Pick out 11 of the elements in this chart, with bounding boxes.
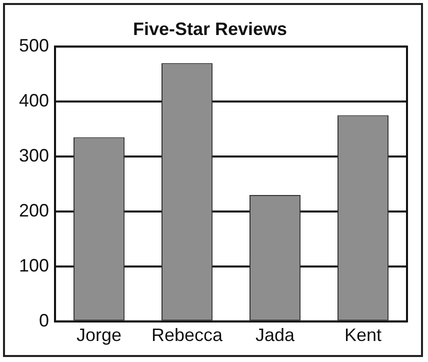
y-tick-label: 400	[18, 90, 50, 111]
y-tick-label: 300	[18, 145, 50, 166]
y-tick-label: 500	[18, 36, 50, 56]
x-tick-label: Jada	[255, 325, 296, 346]
x-tick-label: Jorge	[76, 325, 122, 346]
x-tick-label: Kent	[344, 325, 382, 346]
y-tick-label: 100	[18, 255, 50, 276]
y-tick-label: 0	[39, 310, 50, 330]
x-tick-label: Rebecca	[151, 325, 224, 346]
chart-title: Five-Star Reviews	[132, 18, 288, 39]
y-tick-label: 200	[18, 200, 50, 220]
